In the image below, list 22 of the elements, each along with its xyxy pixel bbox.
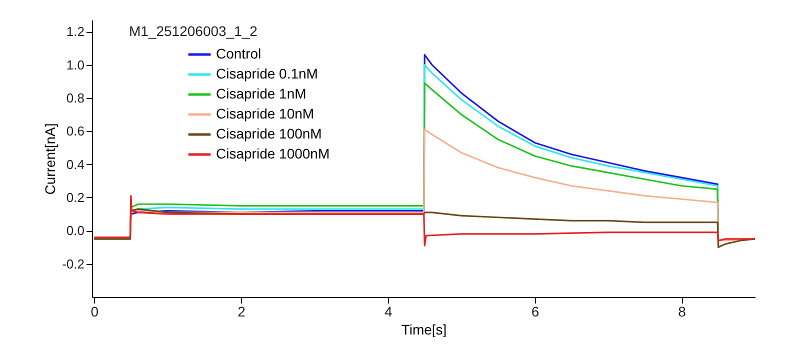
chart-title: M1_251206003_1_2 bbox=[129, 23, 258, 39]
y-tick-label: 0.4 bbox=[66, 156, 84, 172]
x-tick-label: 0 bbox=[90, 304, 99, 320]
y-tick-label: 0.8 bbox=[66, 90, 84, 106]
legend-label: Cisapride 100nM bbox=[216, 126, 322, 142]
y-tick-label: 0.6 bbox=[66, 124, 84, 139]
x-tick-label: 8 bbox=[678, 304, 686, 320]
y-tick-label: 1.0 bbox=[66, 57, 84, 72]
legend-label: Cisapride 10nM bbox=[216, 106, 314, 122]
x-tick-label: 6 bbox=[531, 304, 540, 320]
x-tick-label: 2 bbox=[238, 304, 246, 320]
y-axis-title: Current[nA] bbox=[42, 123, 58, 195]
y-tick-label: 0.2 bbox=[66, 190, 84, 205]
legend-label: Control bbox=[216, 46, 262, 62]
y-tick-label: 1.2 bbox=[66, 24, 84, 40]
legend-label: Cisapride 1000nM bbox=[216, 146, 330, 162]
legend-label: Cisapride 0.1nM bbox=[216, 66, 318, 82]
y-tick-label: -0.2 bbox=[62, 256, 84, 272]
x-tick-label: 4 bbox=[384, 304, 392, 320]
legend-label: Cisapride 1nM bbox=[216, 86, 306, 102]
y-tick-label: 0.0 bbox=[66, 223, 84, 238]
line-series bbox=[93, 195, 756, 246]
